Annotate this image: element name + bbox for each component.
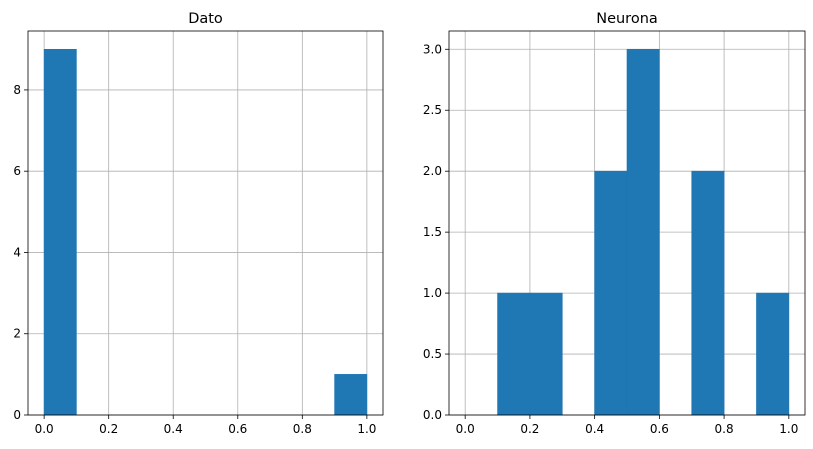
histogram-bar-neurona (497, 292, 531, 416)
y-tick-label: 6 (13, 164, 21, 178)
histogram-dato: 0.0 0.2 0.4 0.6 0.8 1.0 0 2 4 6 8 Dato (13, 11, 384, 436)
histogram-bar-neurona (691, 170, 725, 416)
axes-frame-neurona (448, 30, 806, 416)
chart-title-neurona: Neurona (596, 11, 658, 27)
y-tick-label: 1.0 (423, 286, 442, 300)
y-tick-label: 0 (13, 408, 21, 422)
x-tick-label: 0.8 (293, 422, 312, 436)
histogram-bar-dato (334, 374, 368, 416)
x-tick-label: 0.4 (164, 422, 183, 436)
histogram-bar-neurona (594, 170, 628, 416)
y-tick-label: 0.0 (423, 408, 442, 422)
axes-frame-dato (27, 30, 384, 416)
x-tick-label: 1.0 (779, 422, 798, 436)
x-tick-label: 0.2 (520, 422, 539, 436)
y-tick-label: 2.0 (423, 164, 442, 178)
y-tick-label: 8 (13, 83, 21, 97)
x-tick-label: 0.4 (585, 422, 604, 436)
x-tick-label: 0.8 (715, 422, 734, 436)
y-tick-label: 4 (13, 245, 21, 259)
x-tick-label: 0.0 (35, 422, 54, 436)
x-tick-label: 0.6 (650, 422, 669, 436)
x-tick-label: 0.2 (99, 422, 118, 436)
histogram-bar-neurona (529, 292, 563, 416)
y-tick-label: 0.5 (423, 347, 442, 361)
histogram-bar-neurona (756, 292, 790, 416)
y-tick-label: 2 (13, 327, 21, 341)
chart-title-dato: Dato (188, 11, 223, 27)
y-tick-label: 1.5 (423, 225, 442, 239)
histogram-neurona: 0.0 0.2 0.4 0.6 0.8 1.00.00.51.01.52.02.53.0 … (423, 11, 806, 436)
x-tick-label: 0.6 (228, 422, 247, 436)
y-tick-label: 2.5 (423, 103, 442, 117)
histogram-bar-neurona (626, 48, 660, 416)
x-tick-label: 1.0 (357, 422, 376, 436)
histogram-bar-dato (43, 48, 77, 416)
x-tick-label: 0.0 (456, 422, 475, 436)
y-tick-label: 3.0 (423, 42, 442, 56)
